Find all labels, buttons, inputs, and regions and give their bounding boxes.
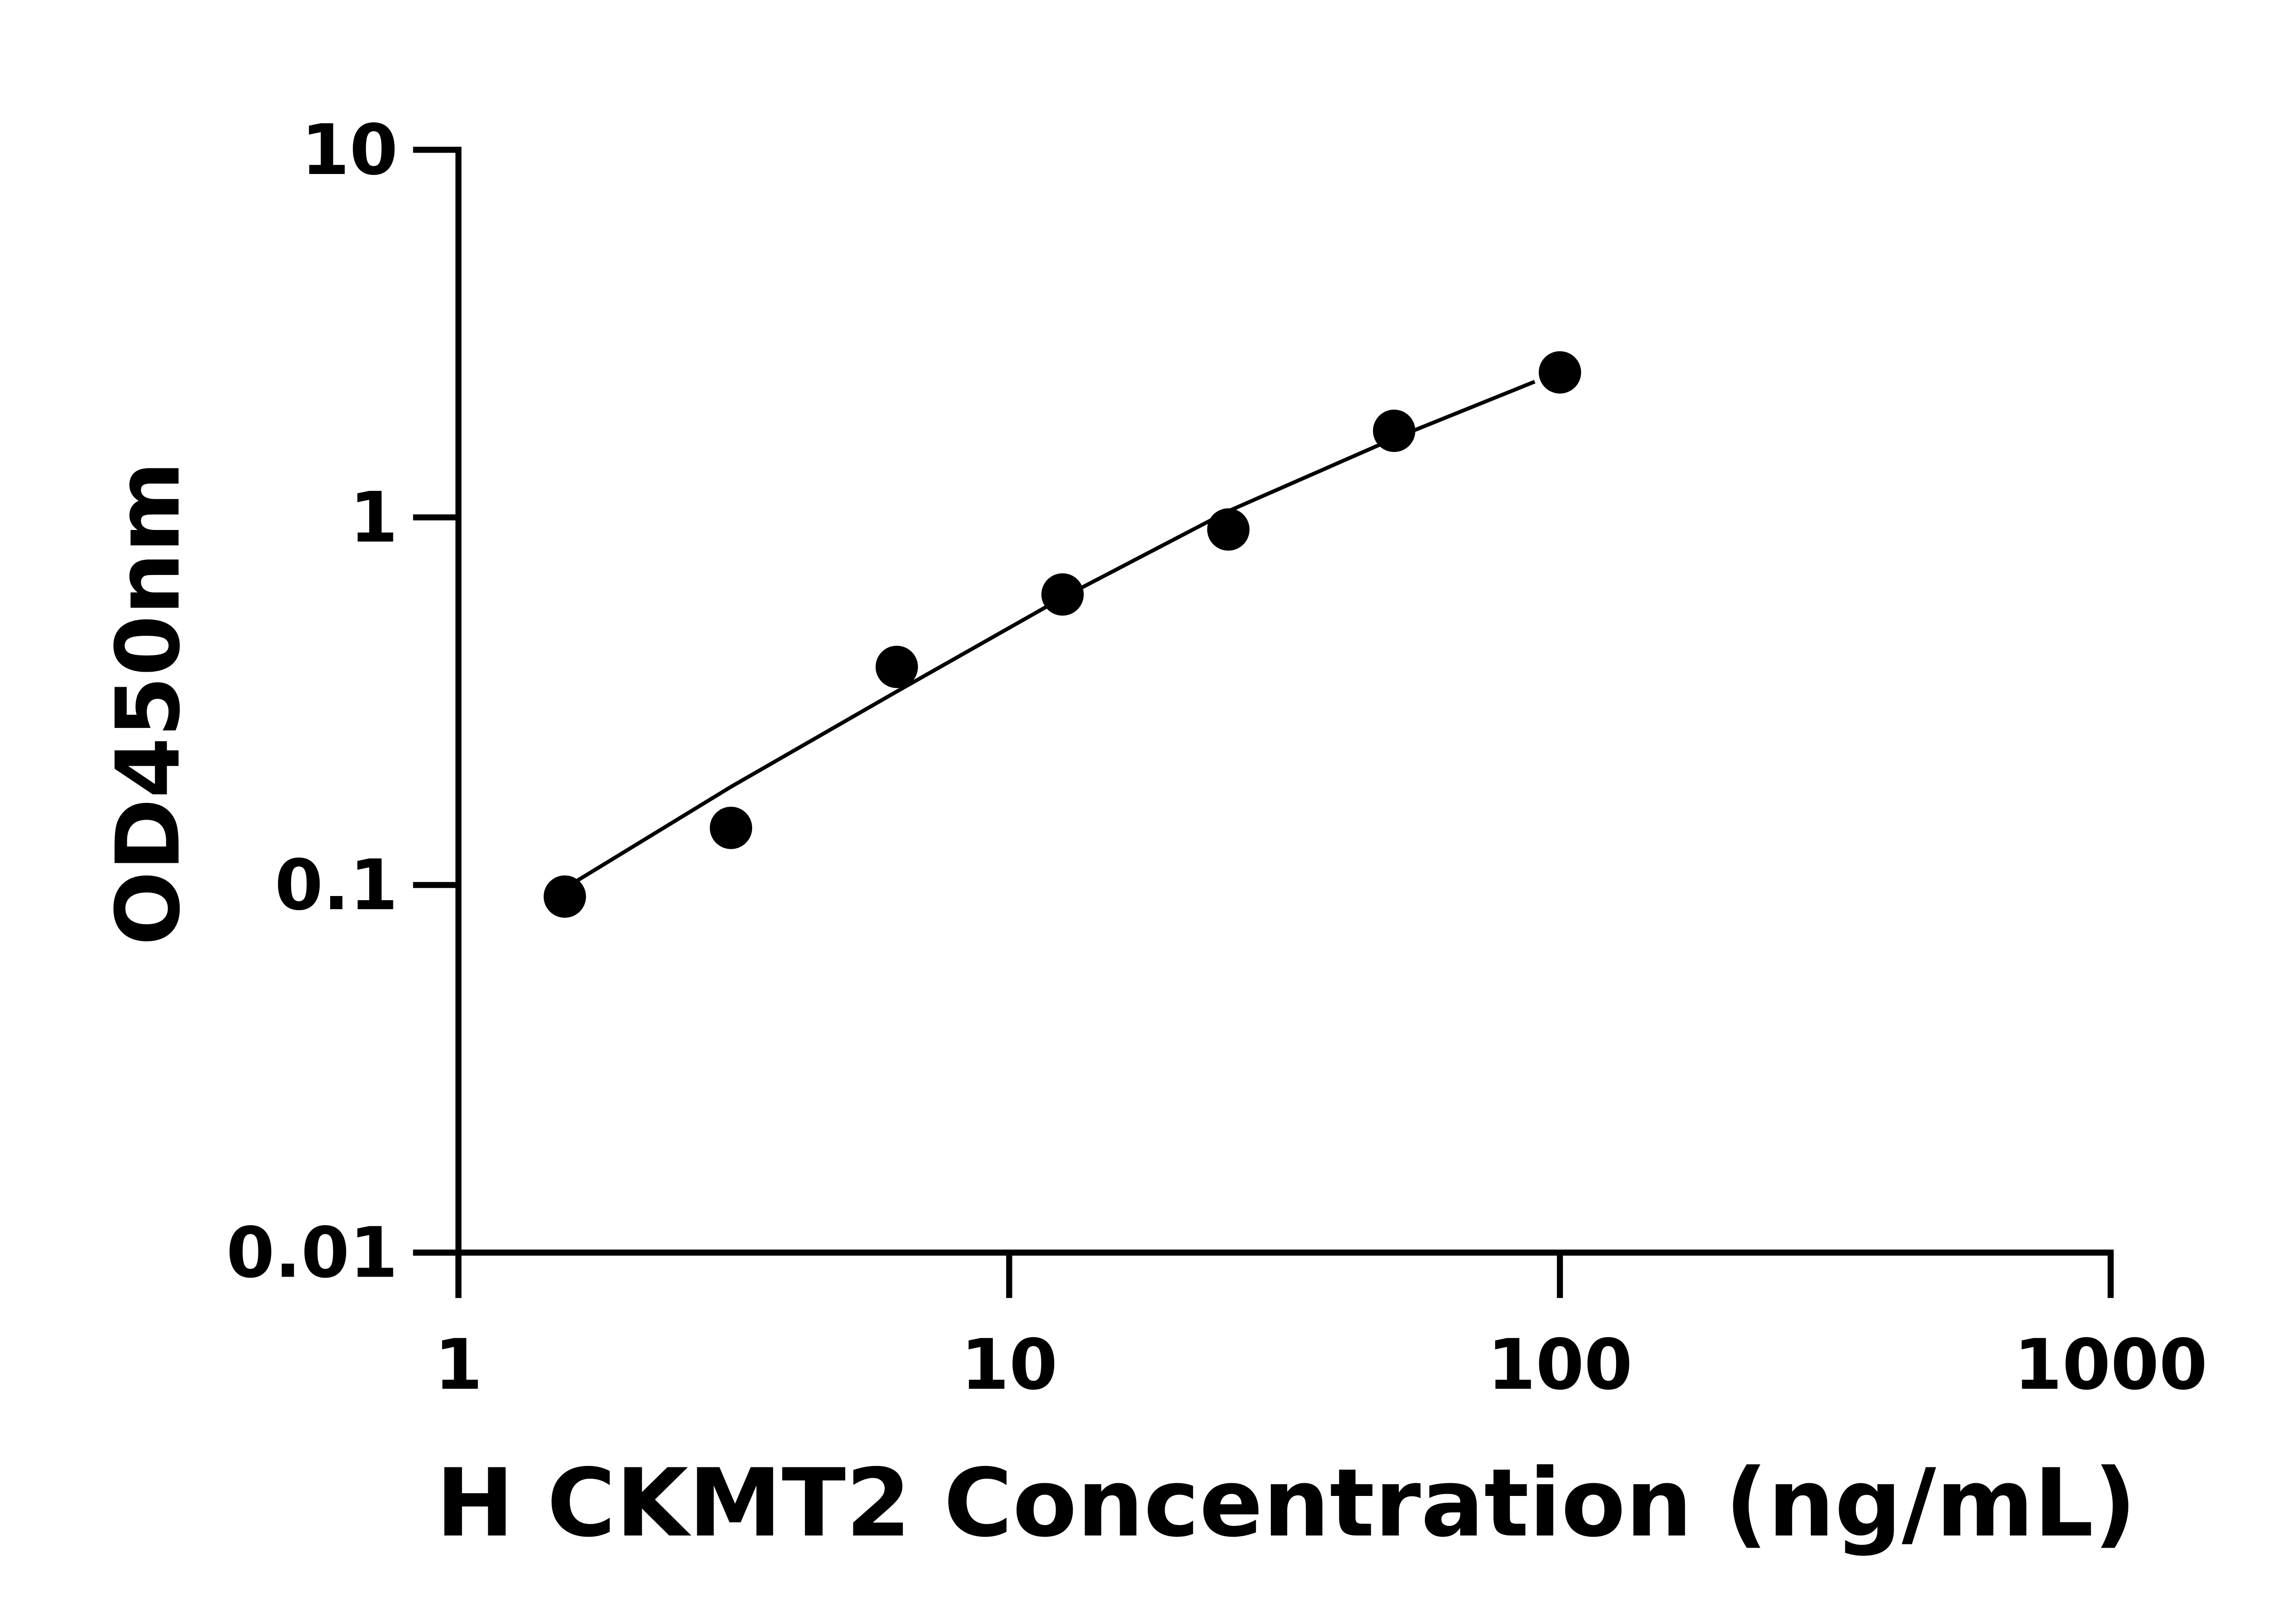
x-tick-label: 100	[1488, 1325, 1633, 1406]
data-point	[875, 645, 918, 688]
data-point	[709, 807, 753, 849]
data-point	[1207, 508, 1250, 551]
y-axis-label: OD450nm	[97, 461, 199, 946]
data-point	[1041, 573, 1084, 616]
y-tick-label: 10	[301, 110, 398, 191]
x-axis-label: H CKMT2 Concentration (ng/mL)	[436, 1448, 2136, 1558]
data-point	[543, 875, 586, 918]
y-tick-label: 0.1	[275, 845, 398, 926]
x-tick-label: 1	[434, 1325, 483, 1406]
y-tick-label: 0.01	[226, 1213, 398, 1293]
y-tick-label: 1	[349, 478, 398, 559]
x-tick-label: 10	[961, 1325, 1057, 1406]
x-tick-label: 1000	[2014, 1325, 2207, 1406]
data-point	[1373, 409, 1416, 452]
data-point	[1538, 351, 1582, 394]
